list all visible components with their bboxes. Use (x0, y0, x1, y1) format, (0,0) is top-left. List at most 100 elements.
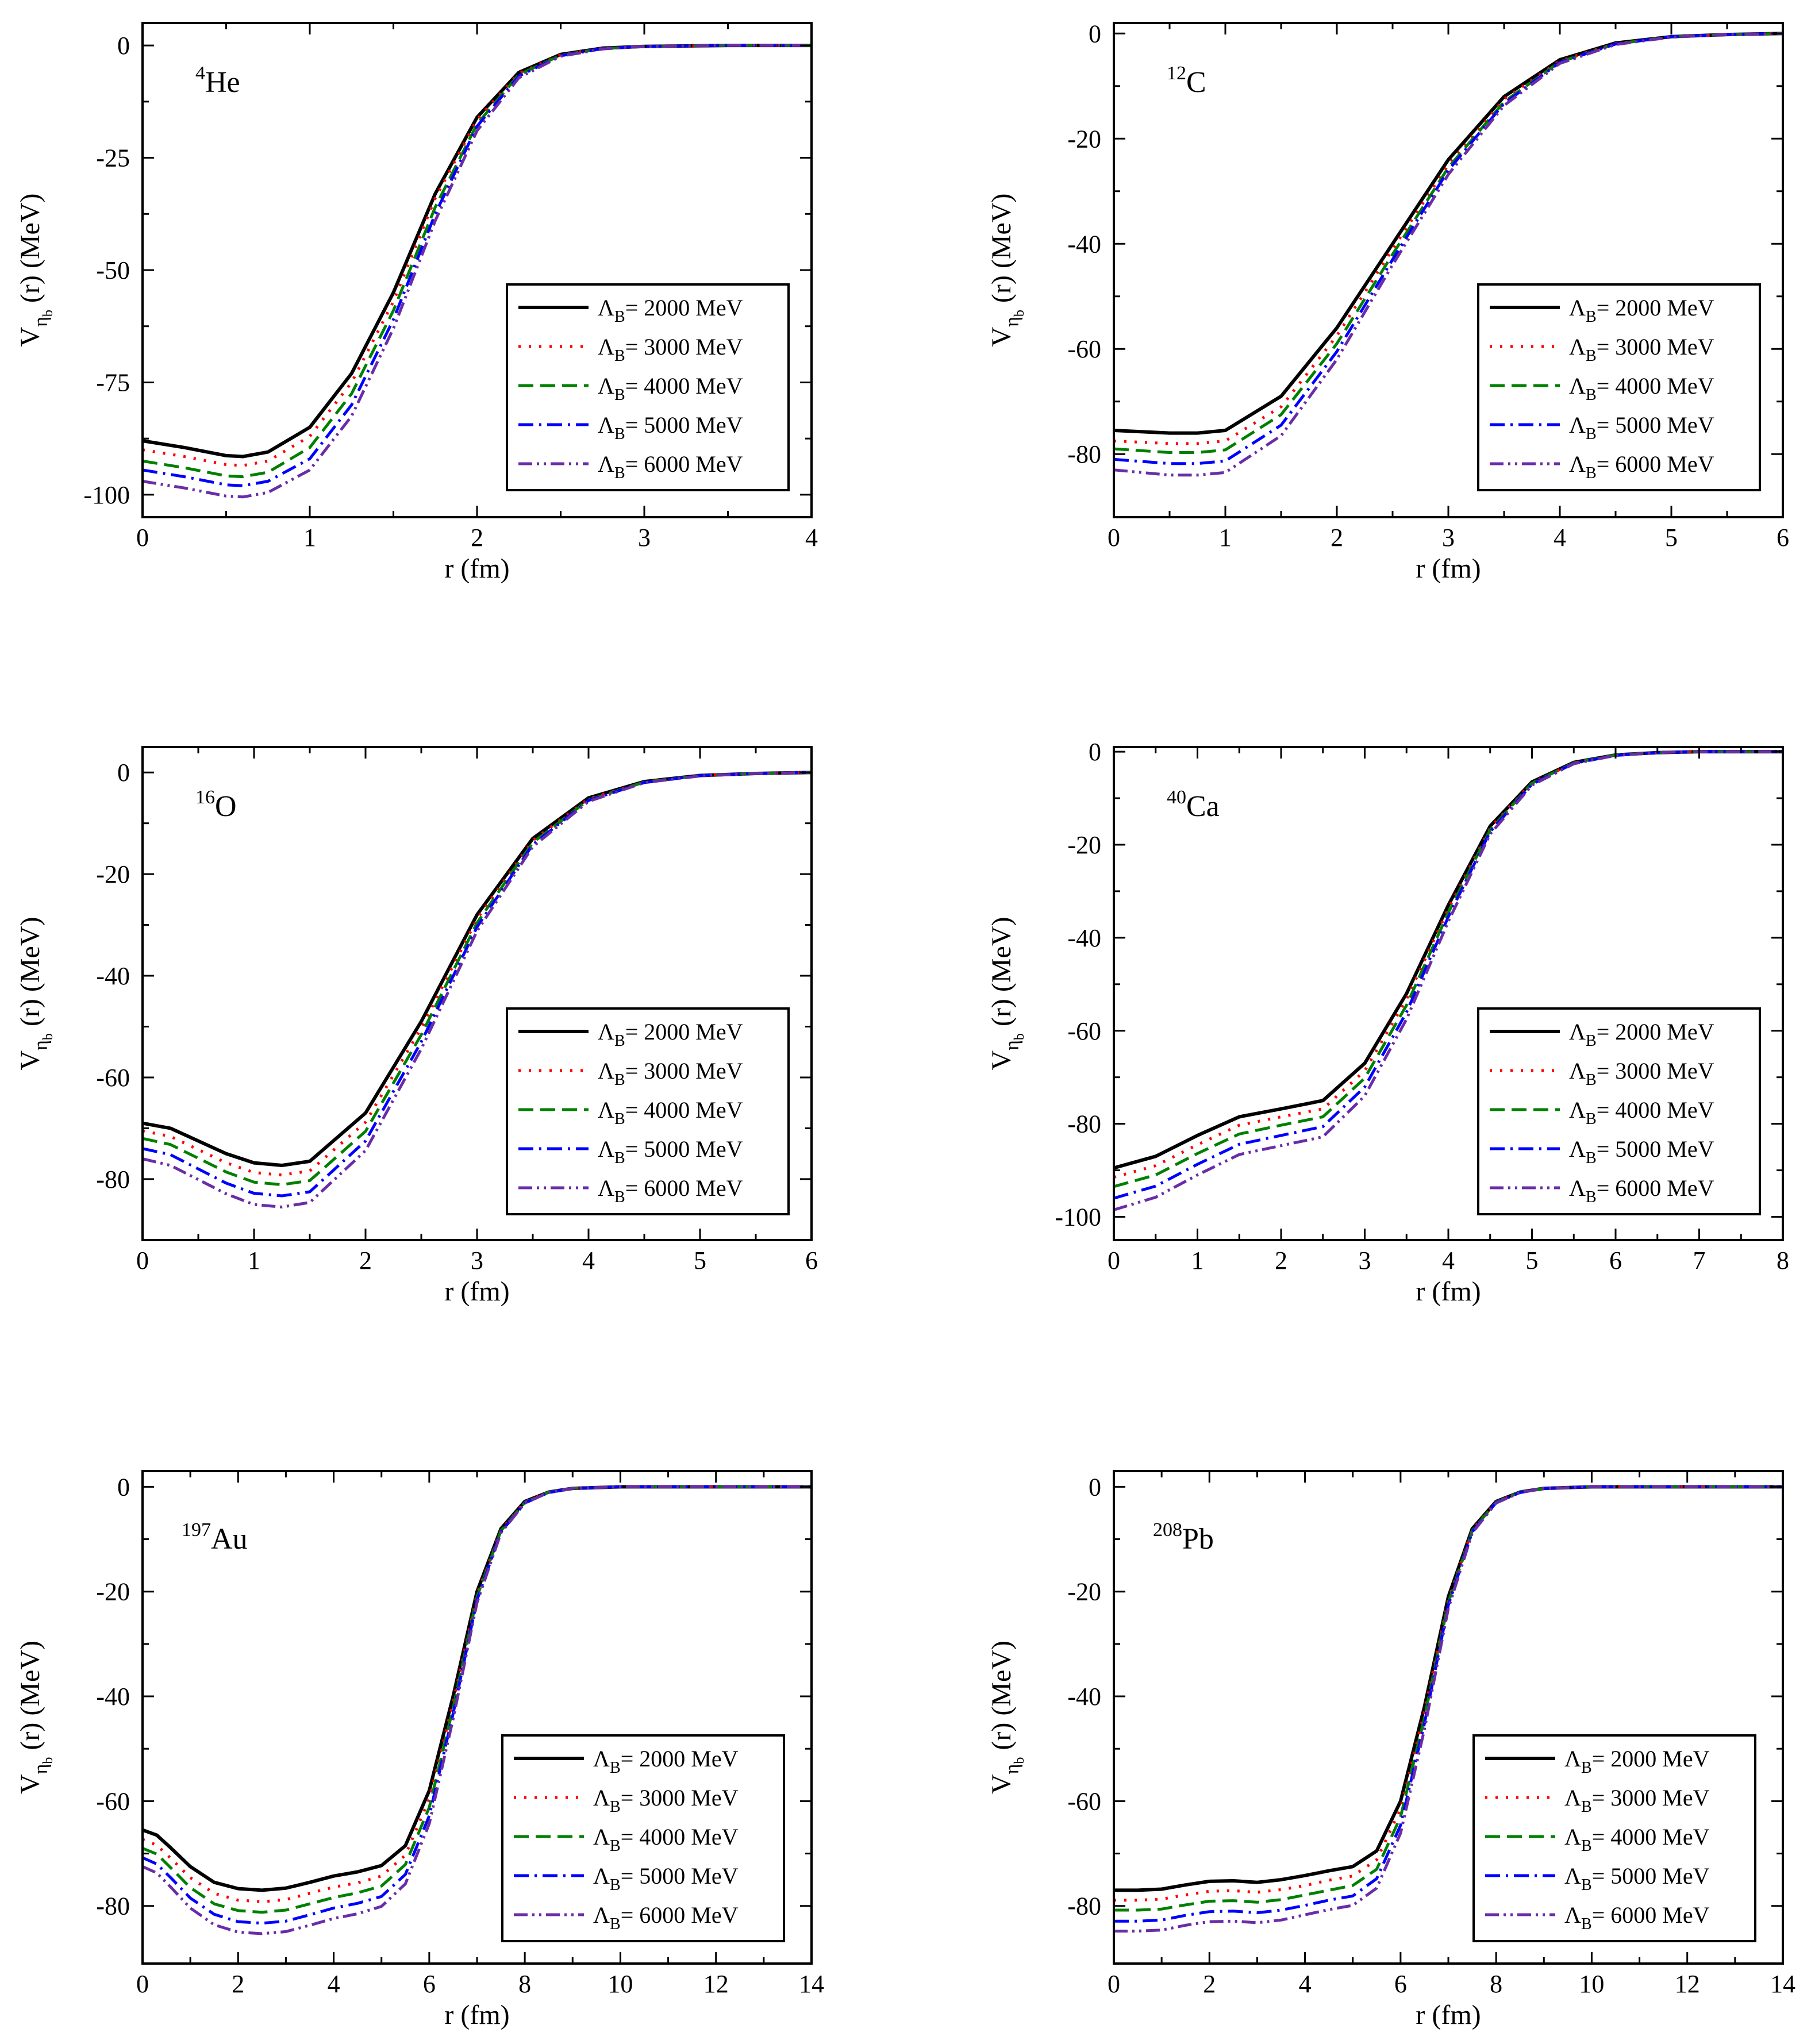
y-tick-label: -60 (96, 1787, 130, 1815)
legend-entry: ΛB= 4000 MeV (1569, 373, 1714, 404)
x-tick-label: 14 (799, 1970, 824, 1998)
series-line-5000 (1114, 32, 1783, 465)
x-tick-label: 3 (638, 523, 651, 552)
y-axis-title: Vηb (r) (MeV) (15, 1641, 56, 1794)
panel-c: 0 1 2 3 4 5 6 0 -20 -40 -60 -80 r (fm) Vηb (r) (MeV) 1… (986, 20, 1789, 584)
y-tick-label: -80 (1067, 1892, 1101, 1920)
x-tick-label: 5 (694, 1246, 706, 1275)
x-tick-label: 8 (1490, 1970, 1502, 1998)
legend-entry: ΛB= 5000 MeV (598, 412, 743, 443)
y-tick-label: -80 (96, 1892, 130, 1920)
y-tick-label: 0 (117, 759, 130, 787)
legend-entry: ΛB= 4000 MeV (598, 1097, 743, 1128)
x-tick-label: 2 (359, 1246, 372, 1275)
y-tick-label: -60 (1067, 1017, 1101, 1045)
nucleus-label: 208Pb (1153, 1519, 1214, 1556)
legend-entry: ΛB= 3000 MeV (1569, 334, 1714, 365)
y-axis-title: Vηb (r) (MeV) (986, 917, 1027, 1070)
x-tick-label: 6 (423, 1970, 436, 1998)
x-tick-label: 0 (1108, 1246, 1120, 1275)
x-axis-title: r (fm) (444, 1276, 509, 1307)
legend: ΛB= 2000 MeV ΛB= 3000 MeV ΛB= 4000 MeV ΛB= … (506, 1007, 790, 1215)
series-line-4000 (143, 44, 812, 479)
legend-entry: ΛB= 3000 MeV (1569, 1058, 1714, 1089)
x-tick-label: 7 (1693, 1246, 1706, 1275)
x-axis-title: r (fm) (444, 553, 509, 584)
x-tick-label: 1 (303, 523, 316, 552)
y-tick-label: 0 (1089, 20, 1101, 48)
legend-entry: ΛB= 3000 MeV (1564, 1785, 1710, 1816)
y-axis-title: Vηb (r) (MeV) (986, 1641, 1027, 1794)
series-line-3000 (143, 44, 812, 467)
legend-entry: ΛB= 2000 MeV (1569, 295, 1714, 326)
series-line-3000 (1114, 1485, 1783, 1902)
x-tick-label: 2 (1275, 1246, 1287, 1275)
y-tick-label: -40 (96, 962, 130, 990)
x-axis-title: r (fm) (1416, 2000, 1481, 2030)
x-tick-label: 1 (1191, 1246, 1204, 1275)
x-tick-label: 4 (1442, 1246, 1455, 1275)
legend-entry: ΛB= 5000 MeV (1569, 1136, 1714, 1167)
y-tick-label: -20 (96, 860, 130, 888)
legend-entry: ΛB= 6000 MeV (593, 1902, 739, 1933)
x-tick-label: 10 (1579, 1970, 1604, 1998)
series-line-6000 (143, 771, 812, 1208)
legend-box (1472, 1734, 1756, 1942)
x-tick-label: 0 (136, 523, 149, 552)
series-line-6000 (1114, 750, 1783, 1211)
legend-box (1477, 1007, 1761, 1215)
x-tick-label: 12 (1675, 1970, 1700, 1998)
y-tick-label: -40 (1067, 924, 1101, 952)
legend-entry: ΛB= 3000 MeV (598, 334, 743, 365)
legend-entry: ΛB= 2000 MeV (1569, 1019, 1714, 1050)
series-group (1114, 32, 1783, 477)
series-line-6000 (143, 1485, 812, 1935)
nucleus-label: 40Ca (1167, 787, 1220, 823)
legend-entry: ΛB= 6000 MeV (598, 451, 743, 482)
legend: ΛB= 2000 MeV ΛB= 3000 MeV ΛB= 4000 MeV ΛB= … (501, 1734, 785, 1942)
panel-pb: 0 2 4 6 8 10 12 14 0 -20 -40 -60 -80 r (fm) Vηb (r) (M… (986, 1470, 1795, 2030)
x-tick-label: 6 (1609, 1246, 1622, 1275)
x-tick-label: 2 (471, 523, 483, 552)
x-tick-label: 8 (1777, 1246, 1789, 1275)
y-tick-label: -80 (1067, 1110, 1101, 1138)
y-axis-title: Vηb (r) (MeV) (15, 193, 56, 347)
x-axis-title: r (fm) (444, 2000, 509, 2030)
y-tick-label: -75 (96, 368, 130, 397)
legend-entry: ΛB= 5000 MeV (1564, 1863, 1710, 1894)
legend-entry: ΛB= 6000 MeV (1569, 1175, 1714, 1206)
series-group (1114, 1485, 1783, 1933)
legend-entry: ΛB= 4000 MeV (593, 1824, 739, 1855)
series-line-3000 (143, 771, 812, 1177)
nucleus-label: 4He (195, 63, 240, 99)
x-tick-label: 12 (703, 1970, 729, 1998)
legend-entry: ΛB= 2000 MeV (1564, 1746, 1710, 1777)
x-tick-label: 4 (1554, 523, 1566, 552)
legend-entry: ΛB= 2000 MeV (593, 1746, 739, 1777)
y-tick-label: -20 (96, 1578, 130, 1606)
y-axis-title: Vηb (r) (MeV) (986, 193, 1027, 347)
y-tick-label: -80 (1067, 440, 1101, 468)
legend-entry: ΛB= 4000 MeV (1569, 1097, 1714, 1128)
series-line-5000 (143, 44, 812, 487)
legend-entry: ΛB= 4000 MeV (598, 373, 743, 404)
x-tick-label: 4 (1299, 1970, 1312, 1998)
legend-entry: ΛB= 2000 MeV (598, 295, 743, 326)
x-tick-label: 1 (248, 1246, 260, 1275)
series-line-6000 (1114, 1485, 1783, 1933)
legend-box (1477, 283, 1761, 491)
nucleus-label: 16O (195, 787, 237, 823)
y-tick-label: -50 (96, 256, 130, 284)
y-tick-label: -60 (96, 1064, 130, 1092)
series-line-6000 (143, 44, 812, 499)
legend-box (506, 1007, 790, 1215)
x-tick-label: 8 (518, 1970, 531, 1998)
y-tick-label: 0 (117, 32, 130, 60)
y-tick-label: -40 (96, 1683, 130, 1711)
x-tick-label: 3 (471, 1246, 483, 1275)
x-tick-label: 10 (607, 1970, 633, 1998)
y-tick-label: -100 (1055, 1203, 1101, 1231)
y-tick-label: -20 (1067, 831, 1101, 859)
x-tick-label: 6 (805, 1246, 818, 1275)
legend-box (501, 1734, 785, 1942)
